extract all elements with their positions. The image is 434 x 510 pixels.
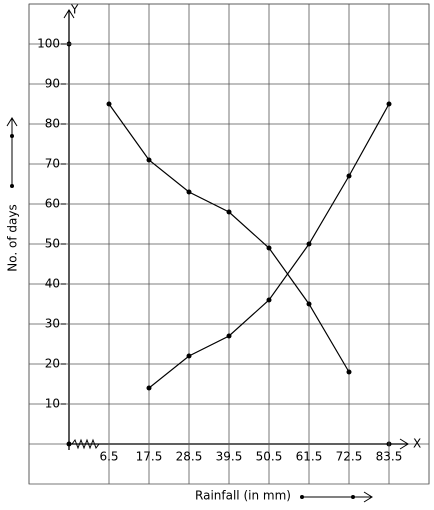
x-arrow [399, 438, 409, 450]
y-tick-label: 100 [37, 37, 60, 51]
deco-dot [10, 134, 14, 138]
x-tick-label: 50.5 [256, 450, 283, 464]
data-point [146, 385, 152, 391]
y-tick-label: 70 [45, 157, 60, 171]
y-tick-label: 20 [45, 357, 60, 371]
x-tick-label: 72.5 [336, 450, 363, 464]
data-point [226, 209, 232, 215]
x-axis-name: X [413, 437, 421, 451]
origin-dot [66, 441, 72, 447]
data-point [346, 173, 352, 179]
data-point [306, 241, 312, 247]
y-tick-label: 50 [45, 237, 60, 251]
data-point [106, 101, 112, 107]
y-tick-label: 40 [45, 277, 60, 291]
data-point [226, 333, 232, 339]
data-point [266, 297, 272, 303]
data-point [386, 101, 392, 107]
x-tick-label: 28.5 [176, 450, 203, 464]
y-arrow [63, 9, 75, 19]
deco-dot [300, 495, 304, 499]
x-tick-label: 61.5 [296, 450, 323, 464]
x-axis-label: Rainfall (in mm) [195, 489, 291, 503]
deco-arrow [6, 117, 18, 127]
data-point [266, 245, 272, 251]
data-point [146, 157, 152, 163]
y-axis-label: No. of days [6, 204, 20, 271]
data-point [186, 189, 192, 195]
x-tick-label: 39.5 [216, 450, 243, 464]
data-point [346, 369, 352, 375]
y-tick-label: 80 [45, 117, 60, 131]
x-tick-label: 6.5 [99, 450, 118, 464]
data-point [186, 353, 192, 359]
y-axis-name: Y [70, 3, 79, 17]
x-tick-label: 83.5 [376, 450, 403, 464]
y-tick-label: 60 [45, 197, 60, 211]
axis-break [71, 438, 100, 450]
y-tick-label: 90 [45, 77, 60, 91]
data-point [306, 301, 312, 307]
deco-arrow [363, 491, 373, 503]
deco-dot [10, 184, 14, 188]
x-tick-label: 17.5 [136, 450, 163, 464]
deco-dot [351, 495, 355, 499]
y-tick-label: 30 [45, 317, 60, 331]
y-tick-label: 10 [45, 397, 60, 411]
